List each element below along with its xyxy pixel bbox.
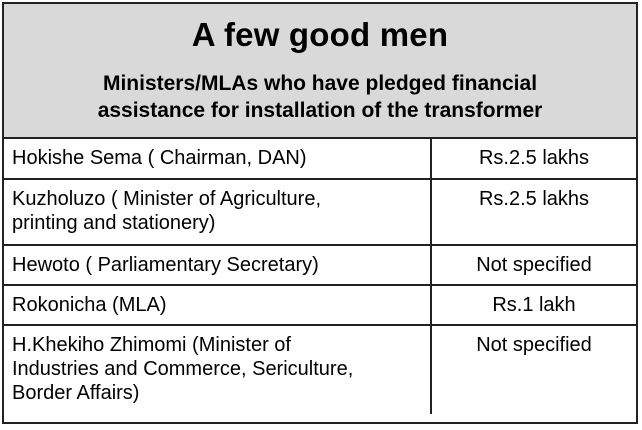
pledger-name-line: Kuzholuzo ( Minister of Agriculture, [12,188,322,210]
pledge-amount-cell: Rs.2.5 lakhs [430,178,636,246]
pledger-name-line: Border Affairs) [12,382,140,404]
pledger-name-line: Rokonicha (MLA) [12,294,167,316]
pledger-name-cell: Rokonicha (MLA) [4,284,432,326]
pledger-name-cell: Hewoto ( Parliamentary Secretary) [4,244,432,286]
table-row: Kuzholuzo ( Minister of Agriculture, pri… [4,178,636,246]
pledger-name-line: H.Khekiho Zhimomi (Minister of [12,334,291,356]
pledge-amount-cell: Rs.2.5 lakhs [430,139,636,180]
pledge-table: Hokishe Sema ( Chairman, DAN) Rs.2.5 lak… [4,139,636,414]
pledger-name-line: Hokishe Sema ( Chairman, DAN) [12,147,307,169]
pledger-name-cell: Hokishe Sema ( Chairman, DAN) [4,139,432,180]
subtitle-line: Ministers/MLAs who have pledged financia… [102,72,538,95]
subtitle-line: assistance for installation of the trans… [97,99,543,122]
pledger-name-line: printing and stationery) [12,212,216,234]
pledger-name-line: Hewoto ( Parliamentary Secretary) [12,254,319,276]
table-row: Hewoto ( Parliamentary Secretary) Not sp… [4,244,636,286]
box-header: A few good men Ministers/MLAs who have p… [4,4,636,139]
pledge-amount-cell: Not specified [430,324,636,414]
box-subtitle: Ministers/MLAs who have pledged financia… [24,70,616,124]
table-row: Hokishe Sema ( Chairman, DAN) Rs.2.5 lak… [4,139,636,180]
pledger-name-line: Industries and Commerce, Sericulture, [12,358,354,380]
pledger-name-cell: Kuzholuzo ( Minister of Agriculture, pri… [4,178,432,246]
article-box: A few good men Ministers/MLAs who have p… [2,2,638,424]
table-row: H.Khekiho Zhimomi (Minister of Industrie… [4,324,636,414]
table-row: Rokonicha (MLA) Rs.1 lakh [4,284,636,326]
box-title: A few good men [191,16,449,53]
pledger-name-cell: H.Khekiho Zhimomi (Minister of Industrie… [4,324,432,414]
pledge-amount-cell: Not specified [430,244,636,286]
pledge-amount-cell: Rs.1 lakh [430,284,636,326]
